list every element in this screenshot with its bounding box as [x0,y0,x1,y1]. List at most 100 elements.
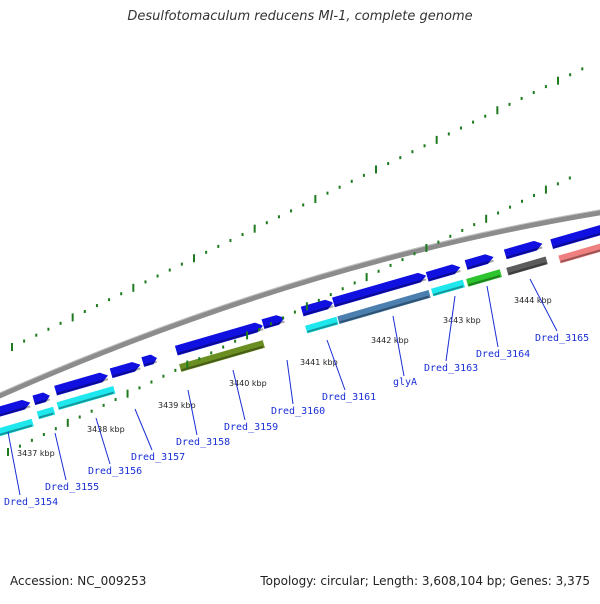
kbp-tick-label: 3443 kbp [443,316,481,325]
gene-arrow [31,391,52,407]
cds-block [464,268,504,288]
cds-block-body [35,405,57,421]
gene-arrow [260,314,287,331]
gene-arrow [0,398,33,420]
gene-arrow [549,224,600,251]
gene-label: Dred_3157 [131,452,185,463]
cds-block [303,315,341,335]
gene-label-leaders [7,278,558,496]
shade-edge [428,269,461,282]
gene-label: Dred_3165 [535,333,589,344]
shade-edge [112,367,141,378]
gene-arrow-body [0,398,33,420]
genome-summary-text: Topology: circular; Length: 3,608,104 bp… [260,574,590,588]
gene-arrow [424,263,463,283]
gene-label: Dred_3156 [88,466,142,477]
cds-block [504,255,550,277]
leader-line [392,315,405,377]
cds-block-body [177,338,267,374]
leader-line [7,431,21,496]
shade-edge [508,262,547,275]
leader-line [529,278,558,332]
shade-edge [181,345,264,372]
shade-edge [0,424,33,437]
gene-arrow-body [140,353,159,369]
cds-block-body [557,241,600,265]
gene-arrow-body [330,271,428,309]
cds-block-body [504,255,550,277]
cds-block [0,417,36,439]
leader-line [54,432,67,481]
gene-arrow-body [463,253,496,272]
shade-edge [58,391,114,410]
outer-tick-track [11,67,584,351]
gene-arrow-body [260,314,287,331]
gene-labels: Dred_3154 Dred_3155 Dred_3156 Dred_3157 Dred… [4,333,589,508]
gene-arrow-body [31,391,52,407]
gene-label: Dred_3154 [4,497,58,508]
genome-backbone [0,209,600,399]
cds-block [429,278,467,298]
cds-block [557,241,600,265]
gene-arrow [463,253,496,272]
kbp-tick-label: 3440 kbp [229,379,267,388]
gene-track [0,224,600,439]
leader-line [95,417,111,465]
kbp-tick-label: 3442 kbp [371,336,409,345]
gene-arrow [330,271,428,309]
shade-edge [307,322,338,333]
cds-block-body [0,417,36,439]
kbp-tick-label: 3444 kbp [514,296,552,305]
gene-label: glyA [393,377,417,388]
shade-edge [303,305,334,316]
gene-arrow [52,371,110,397]
gene-label: Dred_3163 [424,363,478,374]
gene-label: Dred_3161 [322,392,376,403]
shade-edge [177,328,264,355]
gene-arrow [502,239,545,261]
shade-edge [0,405,31,418]
gene-arrow-body [424,263,463,283]
kbp-tick-label: 3439 kbp [158,401,196,410]
gene-label: Dred_3160 [271,406,325,417]
leader-line [187,389,198,436]
gene-label: Dred_3164 [476,349,530,360]
shade-edge [264,320,285,329]
gene-label: Dred_3158 [176,437,230,448]
kbp-tick-label: 3437 kbp [17,449,55,458]
leader-line [326,339,346,391]
leader-line [232,369,246,421]
shade-edge [334,278,427,307]
gene-arrow [140,353,159,369]
gene-label: Dred_3155 [45,482,99,493]
leader-line [134,408,153,451]
shade-edge [433,285,464,296]
kbp-tick-label: 3438 kbp [87,425,125,434]
gene-arrow [173,321,266,357]
cds-block [336,288,432,326]
gene-arrow-body [502,239,545,261]
leader-line [486,285,499,348]
gene-arrow-body [52,371,110,397]
shade-edge [56,378,109,395]
gene-arrow [108,360,143,380]
backbone-arc [0,210,600,399]
cds-block-body [55,384,117,412]
cds-block-body [464,268,504,288]
kbp-tick-label: 3441 kbp [300,358,338,367]
backbone-highlight [0,209,600,394]
leader-line [286,359,294,405]
gene-arrow-body [549,224,600,251]
leader-line [445,295,456,362]
cds-block-body [429,278,467,298]
shade-edge [339,295,430,324]
gene-arrow-body [299,298,336,318]
shade-edge [560,248,600,263]
gene-arrow-body [173,321,266,357]
map-title: Desulfotomaculum reducens MI-1, complete… [127,9,473,24]
cds-block [55,384,117,412]
shade-edge [467,259,494,270]
cds-block-body [336,288,432,326]
